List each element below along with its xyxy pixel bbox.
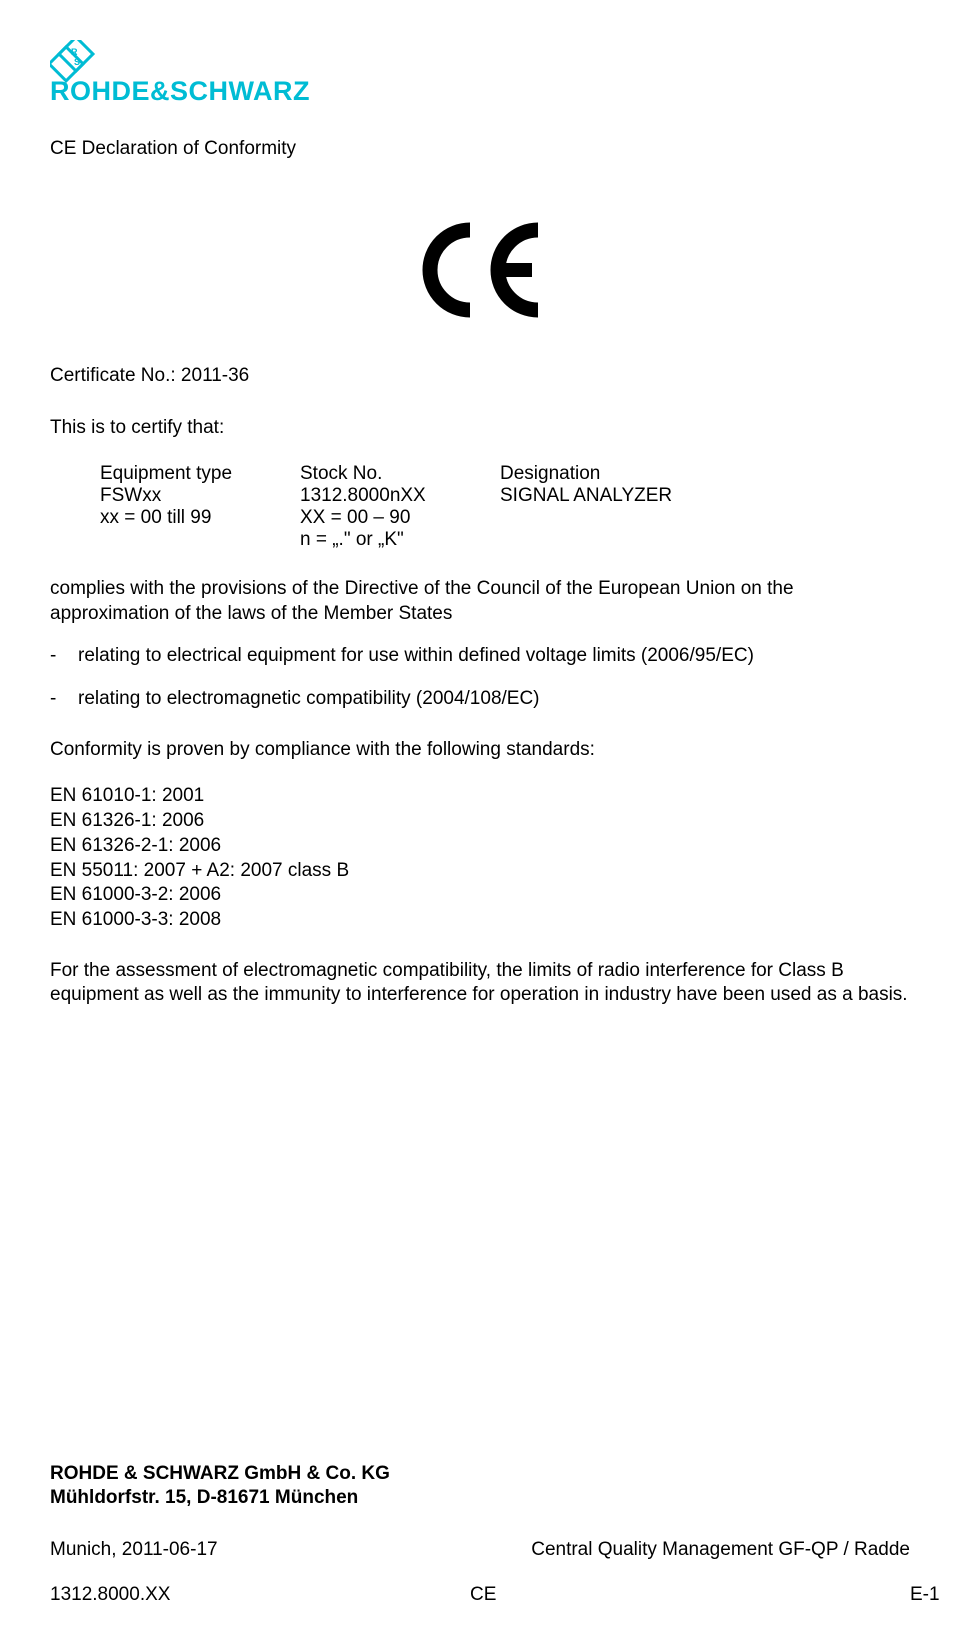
page-number: E-1 xyxy=(910,1584,940,1606)
standard-entry: EN 61326-1: 2006 xyxy=(50,809,910,834)
certify-intro: This is to certify that: xyxy=(50,417,910,439)
header-stock-no: Stock No. xyxy=(300,463,500,485)
footer-doc-row: 1312.8000.XX CE E-1 xyxy=(50,1584,960,1606)
ce-mark-icon xyxy=(50,220,910,325)
equipment-row: FSWxx 1312.8000nXX SIGNAL ANALYZER xyxy=(100,485,910,507)
header-equipment-type: Equipment type xyxy=(100,463,300,485)
company-address: Mühldorfstr. 15, D-81671 München xyxy=(50,1486,390,1511)
equipment-type-value: FSWxx xyxy=(100,485,300,507)
stock-no-note2: n = „." or „K" xyxy=(300,529,500,551)
directive-text: relating to electrical equipment for use… xyxy=(78,644,910,669)
directive-item: - relating to electromagnetic compatibil… xyxy=(50,687,910,712)
company-logo-text: ROHDE&SCHWARZ xyxy=(50,76,310,107)
equipment-type-note: xx = 00 till 99 xyxy=(100,507,300,529)
declaration-title: CE Declaration of Conformity xyxy=(50,138,910,160)
signer: Central Quality Management GF-QP / Radde xyxy=(531,1539,910,1561)
doc-number: 1312.8000.XX xyxy=(50,1584,470,1606)
stock-no-note: XX = 00 – 90 xyxy=(300,507,500,529)
complies-text: complies with the provisions of the Dire… xyxy=(50,577,910,626)
equipment-row: xx = 00 till 99 XX = 00 – 90 xyxy=(100,507,910,529)
standard-entry: EN 61010-1: 2001 xyxy=(50,784,910,809)
document-page: R S ROHDE&SCHWARZ CE Declaration of Conf… xyxy=(0,0,960,1631)
company-block: ROHDE & SCHWARZ GmbH & Co. KG Mühldorfst… xyxy=(50,1462,390,1511)
equipment-table: Equipment type Stock No. Designation FSW… xyxy=(100,463,910,551)
list-dash: - xyxy=(50,687,78,712)
place-date: Munich, 2011-06-17 xyxy=(50,1539,218,1561)
directive-text: relating to electromagnetic compatibilit… xyxy=(78,687,910,712)
designation-value: SIGNAL ANALYZER xyxy=(500,485,910,507)
svg-text:R: R xyxy=(71,47,78,57)
standard-entry: EN 61326-2-1: 2006 xyxy=(50,834,910,859)
standards-list: EN 61010-1: 2001 EN 61326-1: 2006 EN 613… xyxy=(50,784,910,932)
standard-entry: EN 61000-3-2: 2006 xyxy=(50,883,910,908)
list-dash: - xyxy=(50,644,78,669)
svg-text:S: S xyxy=(74,57,80,67)
company-name: ROHDE & SCHWARZ GmbH & Co. KG xyxy=(50,1462,390,1487)
conformity-intro: Conformity is proven by compliance with … xyxy=(50,738,910,763)
ce-label: CE xyxy=(470,1584,910,1606)
equipment-header-row: Equipment type Stock No. Designation xyxy=(100,463,910,485)
stock-no-value: 1312.8000nXX xyxy=(300,485,500,507)
directive-item: - relating to electrical equipment for u… xyxy=(50,644,910,669)
logo-area: R S ROHDE&SCHWARZ xyxy=(50,40,910,130)
standard-entry: EN 61000-3-3: 2008 xyxy=(50,908,910,933)
assessment-text: For the assessment of electromagnetic co… xyxy=(50,959,910,1008)
equipment-row: n = „." or „K" xyxy=(100,529,910,551)
certificate-number: Certificate No.: 2011-36 xyxy=(50,365,910,387)
standard-entry: EN 55011: 2007 + A2: 2007 class B xyxy=(50,859,910,884)
footer-signature-row: Munich, 2011-06-17 Central Quality Manag… xyxy=(50,1539,910,1561)
header-designation: Designation xyxy=(500,463,910,485)
